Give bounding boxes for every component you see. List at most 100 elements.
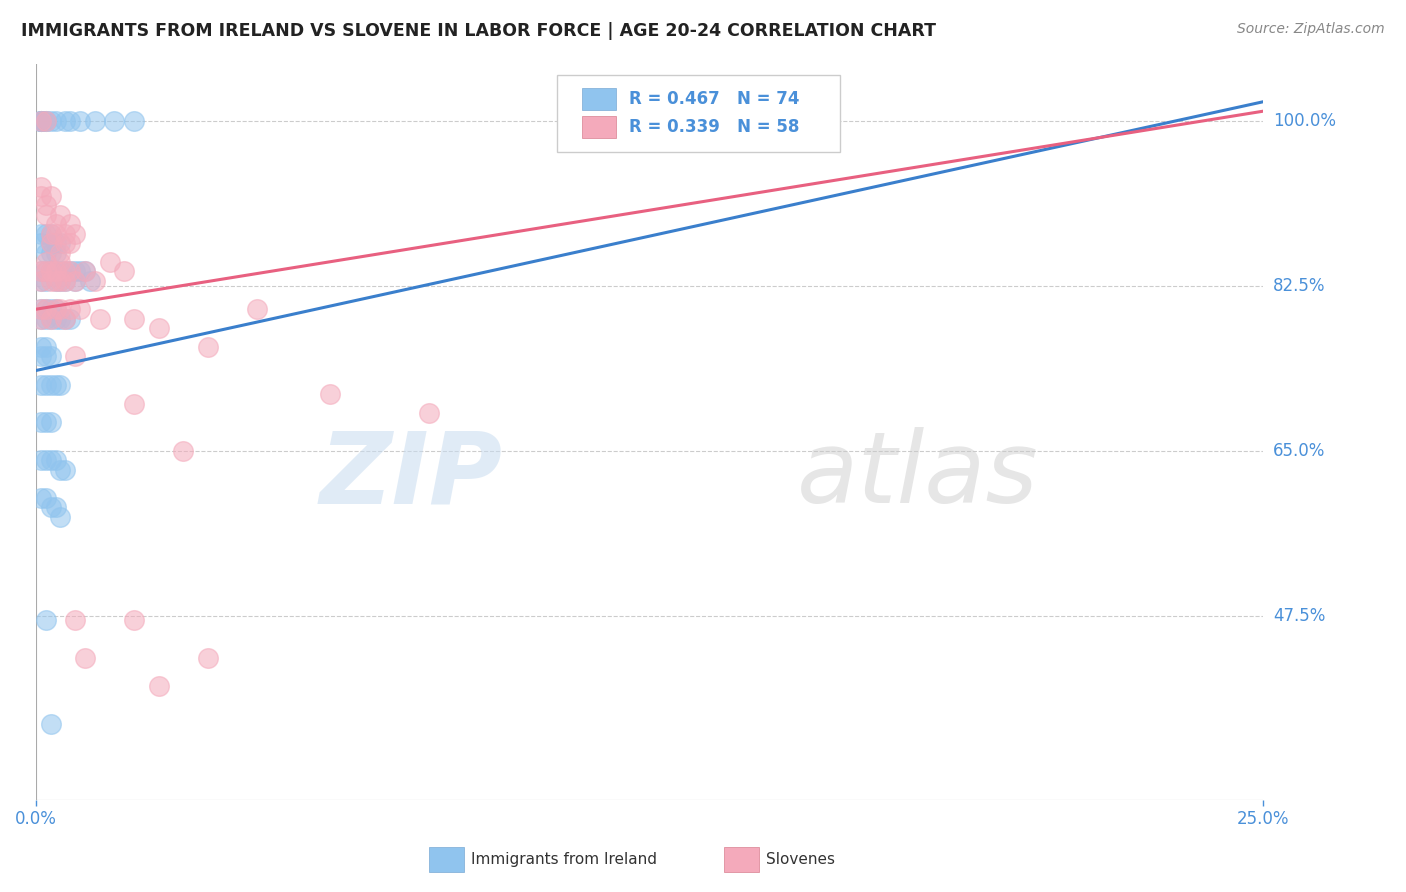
Point [49,377,72,392]
Point [49,208,72,222]
Point [319,387,342,401]
Point [49,264,72,278]
Point [30,113,52,128]
Point [30,350,52,364]
Point [39,302,62,317]
Point [49,302,72,317]
Text: Immigrants from Ireland: Immigrants from Ireland [471,853,657,867]
Text: R = 0.339   N = 58: R = 0.339 N = 58 [628,119,799,136]
Point [45,302,67,317]
Point [30,179,52,194]
Point [39,227,62,241]
Point [63,350,86,364]
Point [45,218,67,232]
Point [39,113,62,128]
FancyBboxPatch shape [582,88,616,111]
Point [55,227,77,241]
Point [59,236,82,251]
Point [35,264,58,278]
Point [35,198,58,212]
Point [30,491,52,505]
Point [55,274,77,288]
Point [55,113,77,128]
Point [39,311,62,326]
Point [30,113,52,128]
Point [39,377,62,392]
Point [69,113,91,128]
Point [30,302,52,317]
Point [45,311,67,326]
Text: 100.0%: 100.0% [1272,112,1336,129]
Point [55,264,77,278]
Point [30,189,52,203]
Point [39,453,62,467]
Point [30,113,52,128]
Point [35,113,58,128]
Point [197,651,219,665]
Point [30,416,52,430]
Text: Source: ZipAtlas.com: Source: ZipAtlas.com [1237,22,1385,37]
FancyBboxPatch shape [724,847,759,872]
Point [122,613,145,627]
Point [45,113,67,128]
Point [49,274,72,288]
Point [35,491,58,505]
Point [63,613,86,627]
Point [55,462,77,476]
Point [30,264,52,278]
Point [45,453,67,467]
Point [45,302,67,317]
Point [45,264,67,278]
Point [45,500,67,515]
Point [35,274,58,288]
Point [30,227,52,241]
Point [63,274,86,288]
Point [35,302,58,317]
Point [45,236,67,251]
Point [83,113,105,128]
Point [39,264,62,278]
Text: 82.5%: 82.5% [1272,277,1326,294]
Text: Slovenes: Slovenes [766,853,835,867]
Point [35,416,58,430]
Point [55,236,77,251]
Point [30,236,52,251]
Point [35,245,58,260]
Point [122,396,145,410]
Point [49,274,72,288]
Point [30,113,52,128]
Point [30,340,52,354]
Point [45,227,67,241]
Point [59,302,82,317]
Point [63,264,86,278]
Point [35,350,58,364]
Point [30,113,52,128]
Point [39,236,62,251]
Point [45,264,67,278]
Point [63,227,86,241]
Point [39,350,62,364]
Point [35,113,58,128]
Point [83,274,105,288]
Point [89,311,111,326]
Point [39,264,62,278]
Point [35,340,58,354]
Text: 47.5%: 47.5% [1272,607,1326,624]
Point [59,264,82,278]
FancyBboxPatch shape [429,847,464,872]
Point [761,113,783,128]
Point [30,274,52,288]
Point [197,340,219,354]
Point [45,274,67,288]
Point [39,189,62,203]
Point [122,311,145,326]
Point [59,113,82,128]
Point [35,208,58,222]
Point [35,302,58,317]
Point [30,113,52,128]
Point [59,264,82,278]
Point [35,255,58,269]
Point [49,255,72,269]
Point [30,453,52,467]
Point [55,311,77,326]
